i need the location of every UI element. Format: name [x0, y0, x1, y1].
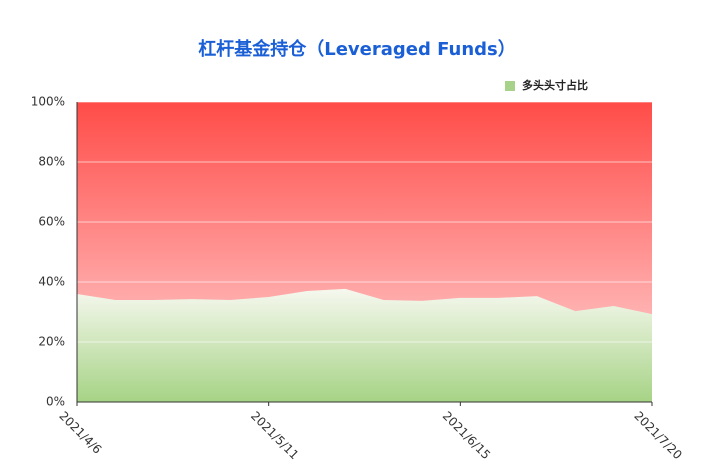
legend-label: 多头头寸占比 [522, 78, 588, 92]
x-tick-label: 2021/6/15 [440, 409, 493, 462]
y-tick-label: 60% [38, 215, 65, 229]
y-tick-label: 40% [38, 275, 65, 289]
y-tick-label: 20% [38, 335, 65, 349]
x-tick-label: 2021/5/11 [248, 409, 301, 462]
x-tick-label: 2021/4/6 [56, 409, 104, 457]
x-tick-label: 2021/7/20 [631, 409, 684, 462]
y-tick-label: 80% [38, 155, 65, 169]
y-tick-label: 100% [31, 95, 65, 109]
legend-swatch [505, 81, 515, 91]
y-tick-label: 0% [46, 395, 65, 409]
area [77, 288, 652, 402]
chart-title: 杠杆基金持仓（Leveraged Funds） [198, 38, 516, 60]
